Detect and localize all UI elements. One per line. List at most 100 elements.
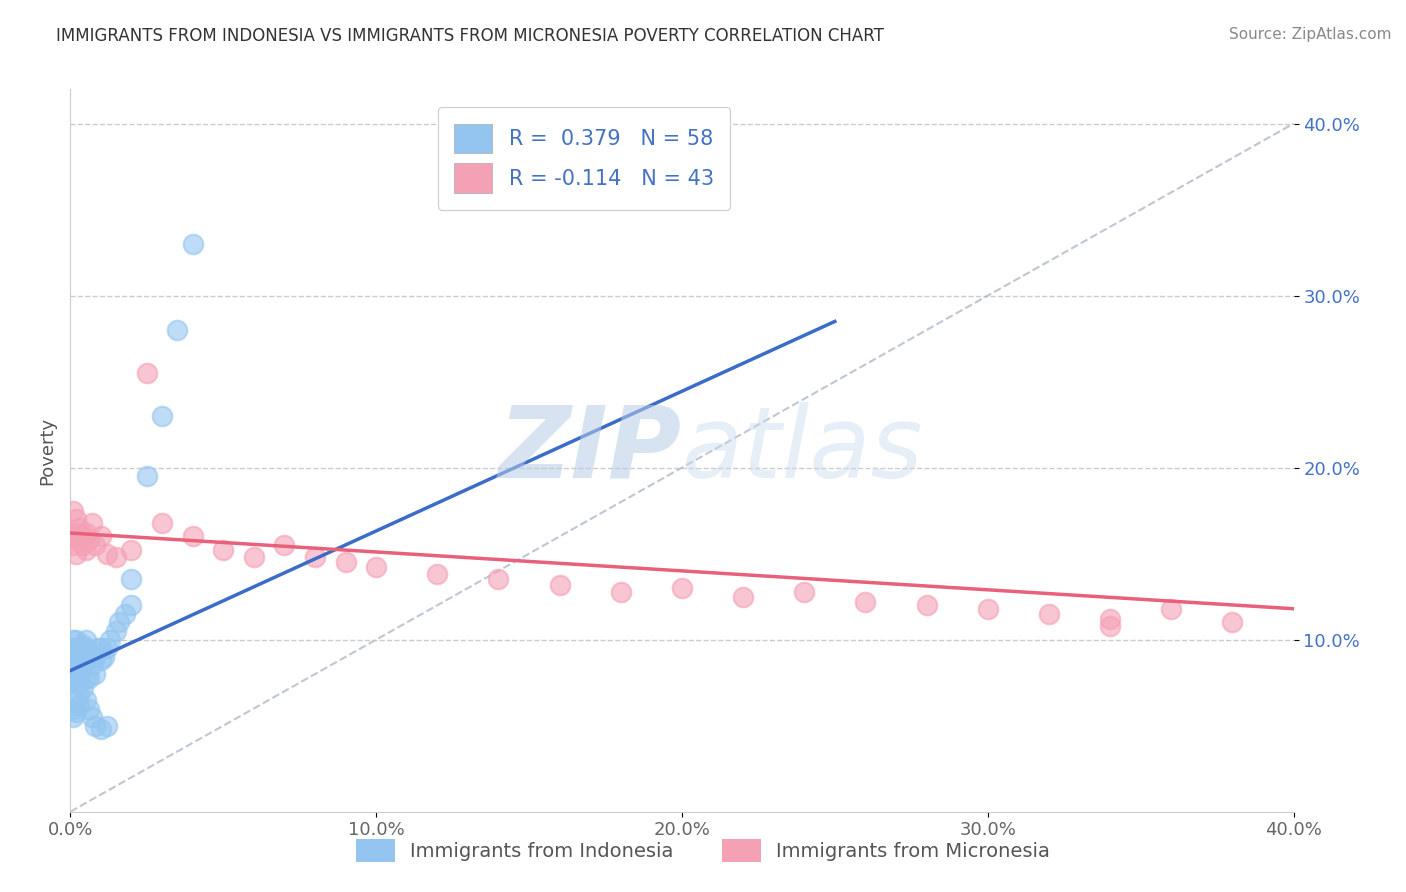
Point bbox=[150, 409, 173, 423]
Point bbox=[65, 512, 87, 526]
Point bbox=[304, 550, 326, 565]
Point bbox=[72, 681, 94, 695]
Y-axis label: Poverty: Poverty bbox=[38, 417, 56, 484]
Point bbox=[75, 641, 97, 656]
Point bbox=[976, 601, 998, 615]
Point bbox=[65, 693, 87, 707]
Point bbox=[75, 543, 97, 558]
Point bbox=[75, 671, 97, 685]
Point bbox=[273, 538, 295, 552]
Point bbox=[62, 649, 84, 664]
Point bbox=[855, 595, 877, 609]
Text: ZIP: ZIP bbox=[499, 402, 682, 499]
Point bbox=[62, 632, 84, 647]
Point bbox=[69, 698, 91, 712]
Point bbox=[62, 503, 84, 517]
Point bbox=[671, 581, 693, 595]
Point bbox=[65, 547, 87, 561]
Point bbox=[1099, 612, 1122, 626]
Point bbox=[65, 632, 87, 647]
Point bbox=[1038, 607, 1060, 621]
Point bbox=[65, 671, 87, 685]
Point bbox=[83, 649, 105, 664]
Point bbox=[96, 547, 118, 561]
Point bbox=[62, 641, 84, 656]
Point bbox=[83, 719, 105, 733]
Point bbox=[72, 653, 94, 667]
Point bbox=[72, 662, 94, 676]
Point bbox=[793, 584, 815, 599]
Point bbox=[65, 647, 87, 661]
Point bbox=[69, 658, 91, 673]
Point bbox=[77, 533, 100, 547]
Point bbox=[65, 526, 87, 541]
Point bbox=[135, 469, 157, 483]
Point bbox=[915, 599, 938, 613]
Point bbox=[610, 584, 633, 599]
Point bbox=[108, 615, 131, 630]
Point bbox=[90, 641, 112, 656]
Point bbox=[75, 526, 97, 541]
Point bbox=[62, 529, 84, 543]
Point bbox=[105, 624, 128, 639]
Point bbox=[75, 632, 97, 647]
Point bbox=[243, 550, 266, 565]
Point bbox=[72, 638, 94, 652]
Point bbox=[80, 710, 103, 724]
Point bbox=[90, 653, 112, 667]
Point bbox=[488, 573, 510, 587]
Point bbox=[83, 538, 105, 552]
Point bbox=[65, 664, 87, 678]
Point bbox=[90, 529, 112, 543]
Point bbox=[77, 645, 100, 659]
Point bbox=[90, 722, 112, 736]
Point bbox=[62, 667, 84, 681]
Text: atlas: atlas bbox=[682, 402, 924, 499]
Point bbox=[69, 649, 91, 664]
Point bbox=[65, 653, 87, 667]
Point bbox=[98, 632, 121, 647]
Point bbox=[65, 705, 87, 719]
Point bbox=[96, 641, 118, 656]
Point bbox=[62, 675, 84, 690]
Point bbox=[212, 543, 235, 558]
Point bbox=[72, 538, 94, 552]
Point bbox=[93, 649, 115, 664]
Point bbox=[80, 658, 103, 673]
Point bbox=[83, 667, 105, 681]
Point bbox=[72, 529, 94, 543]
Point bbox=[335, 555, 357, 569]
Legend: Immigrants from Indonesia, Immigrants from Micronesia: Immigrants from Indonesia, Immigrants fr… bbox=[340, 823, 1066, 878]
Point bbox=[733, 590, 755, 604]
Point bbox=[96, 719, 118, 733]
Point bbox=[65, 641, 87, 656]
Point bbox=[366, 560, 388, 574]
Point bbox=[105, 550, 128, 565]
Point bbox=[114, 607, 136, 621]
Point bbox=[69, 521, 91, 535]
Point bbox=[426, 567, 449, 582]
Point bbox=[69, 533, 91, 547]
Point bbox=[150, 516, 173, 530]
Point bbox=[69, 667, 91, 681]
Point bbox=[77, 653, 100, 667]
Point bbox=[69, 688, 91, 702]
Point bbox=[75, 693, 97, 707]
Point bbox=[181, 529, 204, 543]
Point bbox=[181, 237, 204, 252]
Point bbox=[1220, 615, 1243, 630]
Point bbox=[62, 538, 84, 552]
Point bbox=[121, 543, 143, 558]
Point bbox=[121, 599, 143, 613]
Point bbox=[62, 658, 84, 673]
Point bbox=[87, 641, 110, 656]
Legend: R =  0.379   N = 58, R = -0.114   N = 43: R = 0.379 N = 58, R = -0.114 N = 43 bbox=[437, 107, 730, 210]
Point bbox=[1099, 619, 1122, 633]
Point bbox=[121, 573, 143, 587]
Point bbox=[80, 516, 103, 530]
Text: IMMIGRANTS FROM INDONESIA VS IMMIGRANTS FROM MICRONESIA POVERTY CORRELATION CHAR: IMMIGRANTS FROM INDONESIA VS IMMIGRANTS … bbox=[56, 27, 884, 45]
Point bbox=[62, 701, 84, 715]
Point bbox=[72, 647, 94, 661]
Point bbox=[548, 577, 571, 591]
Point bbox=[62, 710, 84, 724]
